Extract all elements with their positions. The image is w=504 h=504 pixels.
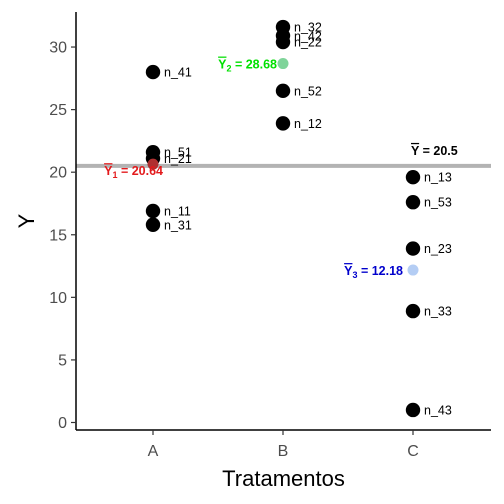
y-tick-label: 10 (49, 290, 67, 307)
point-label: n_52 (294, 84, 322, 98)
point-label: n_21 (164, 152, 192, 166)
point-label: n_42 (294, 29, 322, 43)
point-label: n_23 (424, 242, 452, 256)
point-label: n_22 (294, 36, 322, 50)
y-tick-label: 0 (58, 415, 67, 432)
point-label: n_32 (294, 21, 322, 35)
data-point (275, 34, 291, 50)
data-point (405, 169, 421, 185)
axes: 0 5 10 15 20 25 30 A B C (49, 12, 491, 460)
data-point (145, 217, 161, 232)
point-label: n_41 (164, 66, 192, 80)
point-label: n_12 (294, 117, 322, 131)
y-tick-label: 20 (49, 165, 67, 182)
data-point (145, 64, 161, 80)
group-mean-point (407, 264, 419, 276)
point-label: n_33 (424, 305, 452, 319)
point-label: n_11 (164, 204, 191, 218)
group-mean-point (277, 58, 289, 70)
data-point (405, 402, 421, 418)
group-means: Y1 = 20.64 Y2 = 28.68 Y3 = 12.18 Y = 20.5 (104, 58, 458, 280)
x-tick-label: B (278, 443, 289, 460)
data-point (405, 241, 421, 256)
y-tick-label: 30 (49, 40, 67, 57)
y-tick-label: 15 (49, 227, 67, 244)
point-label: n_43 (424, 403, 452, 417)
grand-mean-label: Y = 20.5 (411, 144, 458, 158)
point-label: n_51 (164, 146, 192, 160)
data-point (405, 303, 421, 319)
data-point (405, 195, 421, 210)
y-tick-label: 5 (58, 352, 67, 369)
point-labels: n_41 n_51n_21 n_11n_31 n_32n_42n_22 n_52 n_12… (164, 21, 452, 418)
group-mean-point (147, 158, 159, 170)
y-axis-title: Y (14, 213, 39, 228)
x-tick-label: C (407, 443, 419, 460)
data-point (275, 116, 291, 131)
point-label: n_13 (424, 171, 452, 185)
group-mean-label: Y3 = 12.18 (344, 264, 403, 280)
y-tick-label: 25 (49, 102, 67, 119)
x-axis-title: Tratamentos (222, 466, 345, 491)
data-point (275, 83, 291, 99)
data-point (145, 203, 161, 219)
group-mean-label: Y1 = 20.64 (104, 164, 163, 180)
point-label: n_53 (424, 196, 452, 210)
point-label: n_31 (164, 218, 192, 232)
x-tick-label: A (148, 443, 159, 460)
group-mean-label: Y2 = 28.68 (218, 58, 277, 74)
